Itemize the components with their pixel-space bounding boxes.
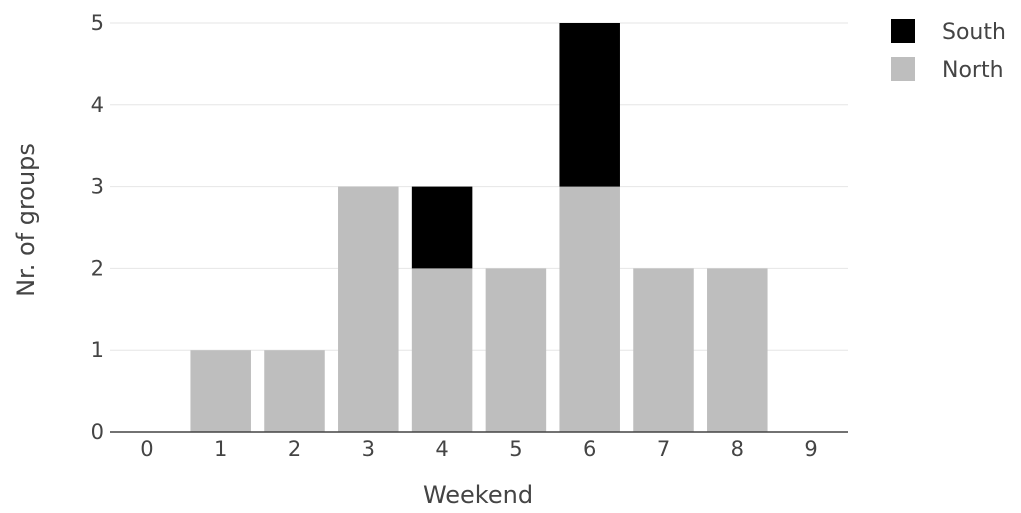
legend: South North [891, 19, 1006, 83]
y-tick-label: 4 [91, 93, 104, 117]
legend-swatch-north [891, 57, 915, 81]
bar-north-2 [264, 350, 325, 432]
y-tick-label: 3 [91, 175, 104, 199]
x-tick-label: 0 [140, 437, 153, 461]
x-tick-label: 1 [214, 437, 227, 461]
axes: 0 1 2 3 4 5 0 1 2 3 4 5 6 7 8 9 [91, 11, 848, 461]
bar-north-8 [707, 268, 768, 432]
legend-swatch-south [891, 19, 915, 43]
legend-label-south: South [942, 20, 1006, 45]
x-tick-label: 7 [657, 437, 670, 461]
y-tick-label: 0 [91, 420, 104, 444]
bar-north-7 [633, 268, 694, 432]
x-tick-label: 8 [731, 437, 744, 461]
x-tick-label: 9 [804, 437, 817, 461]
bar-north-1 [190, 350, 251, 432]
y-axis-title: Nr. of groups [12, 143, 40, 297]
x-tick-label: 3 [362, 437, 375, 461]
y-tick-label: 2 [91, 256, 104, 280]
bar-north-5 [485, 268, 547, 432]
legend-label-north: North [942, 58, 1004, 83]
bar-north-4 [411, 268, 473, 432]
bar-north-3 [338, 186, 399, 432]
bar-south-4 [411, 186, 473, 269]
y-tick-label: 1 [91, 338, 104, 362]
x-tick-label: 6 [583, 437, 596, 461]
bar-north-6 [559, 186, 620, 432]
bars [190, 23, 768, 432]
x-tick-label: 2 [288, 437, 301, 461]
x-tick-label: 4 [435, 437, 448, 461]
x-axis-title: Weekend [423, 481, 533, 509]
bar-south-6 [559, 23, 620, 187]
x-tick-label: 5 [509, 437, 522, 461]
y-tick-label: 5 [91, 11, 104, 35]
